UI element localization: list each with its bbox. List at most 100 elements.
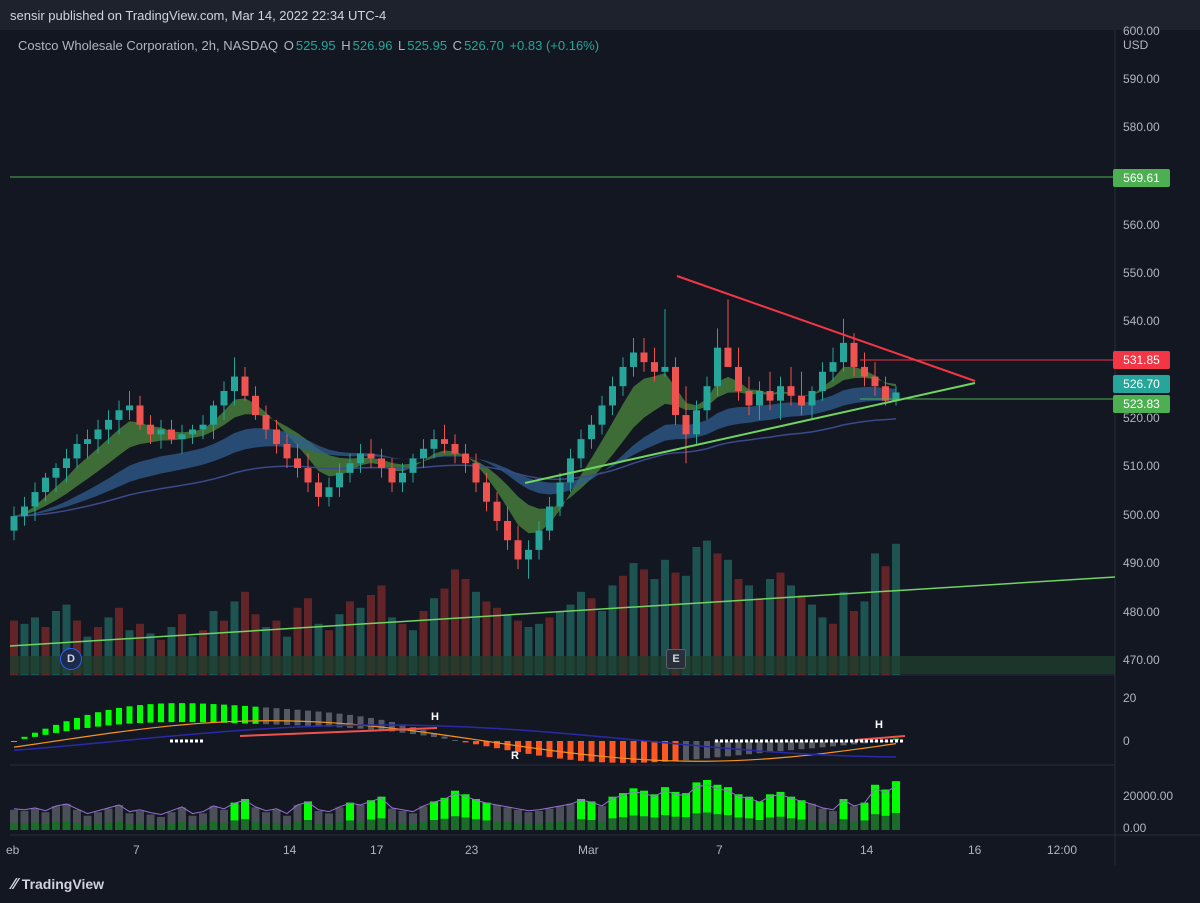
volume-bar <box>346 601 354 675</box>
volume-bar <box>136 623 144 675</box>
symbol-title[interactable]: Costco Wholesale Corporation, 2h, NASDAQ <box>18 38 279 53</box>
candle-body <box>514 540 522 560</box>
price-tick: 510.00 <box>1123 459 1160 473</box>
long-ma-line <box>13 417 897 517</box>
momentum-bar <box>630 741 637 763</box>
volume-bar <box>451 569 459 675</box>
volume-osc-base <box>178 822 186 830</box>
divergence-line <box>239 727 438 737</box>
candle-body <box>336 472 343 488</box>
long-trendline[interactable] <box>9 576 1116 647</box>
volume-bar <box>388 617 396 675</box>
candle-body <box>346 463 354 473</box>
volume-osc-base <box>503 822 512 830</box>
osc-marker-h: H <box>431 711 439 723</box>
volume-osc-base <box>766 817 774 830</box>
volume-osc-bar <box>430 801 438 830</box>
candle-body <box>682 415 690 435</box>
candle-body <box>31 492 39 507</box>
candle-body <box>189 429 196 435</box>
volume-bar <box>115 607 123 675</box>
candle-body <box>220 391 228 406</box>
volume-osc-bar <box>157 816 165 830</box>
volume-osc-bar <box>272 809 281 830</box>
ascending-trendline[interactable] <box>524 382 976 484</box>
volume-osc-base <box>493 821 501 830</box>
volume-osc-bar <box>661 787 669 830</box>
volume-osc-bar <box>892 781 900 830</box>
momentum-bar <box>515 741 521 753</box>
volume-osc-base <box>388 822 396 830</box>
volume-bar <box>556 611 564 675</box>
earnings-marker[interactable]: E <box>666 649 686 669</box>
current-price-tag: 526.70 <box>1113 375 1170 393</box>
volume-osc-base <box>262 823 270 830</box>
momentum-bar <box>263 707 269 725</box>
tv-logo-icon: ⁄‍⁄ <box>12 876 22 893</box>
volume-osc-base <box>556 821 564 830</box>
volume-bar <box>514 620 522 675</box>
volume-osc-base <box>440 818 449 830</box>
candle-body <box>546 506 553 531</box>
volume-osc-base <box>41 823 50 830</box>
volume-bar <box>199 630 207 675</box>
volume-osc-bar <box>167 812 176 830</box>
candle-body <box>493 501 501 521</box>
tradingview-logo[interactable]: ⁄‍⁄ TradingView <box>12 876 104 894</box>
volume-bar <box>440 588 449 675</box>
volume-bar <box>671 572 680 675</box>
candle-body <box>105 419 112 430</box>
descending-trendline[interactable] <box>676 275 976 382</box>
volume-osc-bar <box>640 790 648 830</box>
volume-osc-base <box>850 821 858 830</box>
volume-osc-bar <box>598 806 606 830</box>
candle-body <box>556 482 564 507</box>
volume-osc-bar <box>83 815 92 830</box>
volume-bar <box>776 572 785 675</box>
volume-bar <box>503 614 512 675</box>
volume-osc-base <box>230 820 239 830</box>
ma-ribbons <box>13 366 897 534</box>
volume-bars <box>10 540 900 675</box>
time-tick: 14 <box>283 843 297 857</box>
volume-bar <box>587 598 596 675</box>
candle-body <box>672 366 679 416</box>
candle-body <box>504 520 511 541</box>
volume-osc-base <box>209 821 218 830</box>
candle-body <box>798 395 805 406</box>
volume-osc-bar <box>73 809 81 830</box>
momentum-bar <box>693 741 700 760</box>
volume-osc-bar <box>514 809 522 830</box>
volume-osc-bar <box>10 809 18 830</box>
volume-osc-bar <box>188 815 197 830</box>
momentum-bar <box>336 713 343 728</box>
price-tick: 490.00 <box>1123 556 1160 570</box>
volume-osc-bar <box>713 784 722 830</box>
volume-osc-bar <box>682 793 690 830</box>
momentum-bar <box>357 716 364 729</box>
momentum-bar <box>116 707 122 725</box>
momentum-bar <box>53 724 59 733</box>
candle-body <box>283 443 291 459</box>
volume-bar <box>892 543 900 675</box>
volume-osc-base <box>514 822 522 830</box>
time-tick: 14 <box>860 843 874 857</box>
volume-osc-base <box>587 820 596 830</box>
currency-label: USD <box>1123 38 1149 52</box>
momentum-bar <box>588 741 595 762</box>
momentum-bar <box>368 717 374 730</box>
volume-osc-base <box>136 823 144 830</box>
volume-osc-base <box>608 818 617 830</box>
momentum-bar <box>200 703 206 723</box>
change-value: +0.83 (+0.16%) <box>509 38 600 53</box>
volume-osc-base <box>755 820 764 830</box>
dividend-marker[interactable]: D <box>60 648 82 670</box>
momentum-bar <box>641 741 647 763</box>
open-value: 525.95 <box>295 38 336 53</box>
momentum-bar <box>315 711 322 727</box>
volume-osc-bar <box>388 808 396 830</box>
volume-osc-bar <box>94 812 102 830</box>
close-label: C <box>452 38 463 53</box>
volume-bar <box>692 547 701 675</box>
